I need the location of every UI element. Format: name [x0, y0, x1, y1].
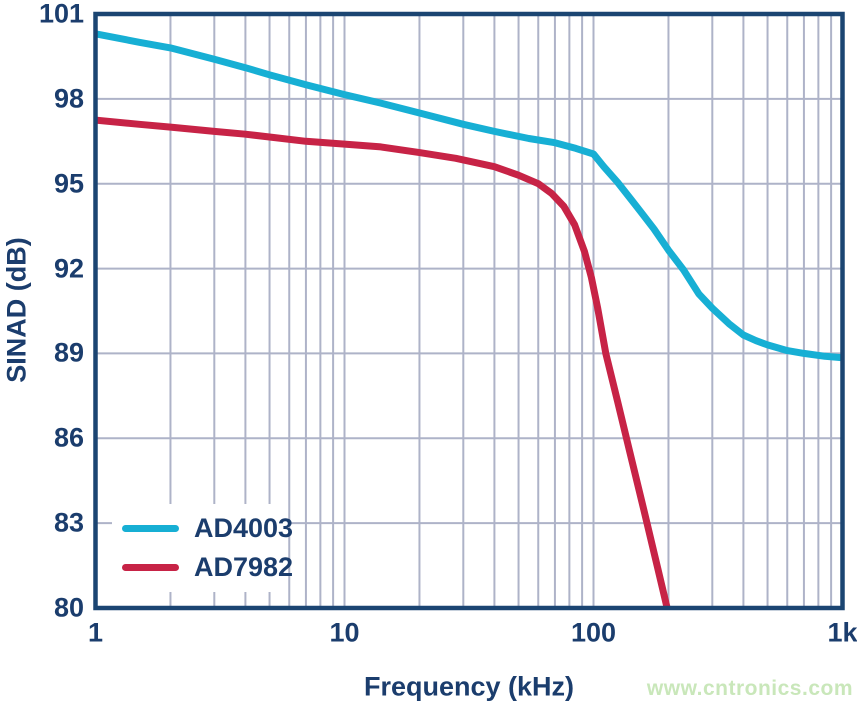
legend-label-ad7982: AD7982	[194, 552, 294, 582]
x-tick-label-1: 1	[87, 617, 104, 648]
y-tick-label-80: 80	[53, 592, 84, 623]
legend-item-ad4003: AD4003	[112, 515, 293, 543]
y-tick-label-83: 83	[53, 507, 84, 538]
plot-frame	[93, 11, 845, 611]
legend-item-ad7982: AD7982	[112, 554, 293, 582]
watermark-text: www.cntronics.com	[646, 677, 853, 700]
y-tick-label-92: 92	[53, 253, 84, 284]
y-tick-label-101: 101	[38, 0, 84, 29]
x-axis-title: Frequency (kHz)	[363, 671, 575, 702]
legend-label-ad4003: AD4003	[194, 513, 294, 543]
x-tick-label-100: 100	[570, 617, 617, 648]
x-tick-label-1k: 1k	[827, 617, 857, 648]
y-tick-label-89: 89	[53, 337, 84, 368]
x-tick-label-10: 10	[329, 617, 360, 648]
ad7982-line-swatch	[122, 564, 179, 571]
y-tick-label-98: 98	[53, 83, 84, 114]
series-line-ad4003	[95, 30, 843, 362]
y-tick-label-95: 95	[53, 168, 84, 199]
y-axis-title: SINAD (dB)	[1, 237, 32, 383]
y-tick-label-86: 86	[53, 422, 84, 453]
series-line-ad7982	[95, 116, 671, 608]
legend: AD4003 AD7982	[112, 504, 293, 592]
ad4003-line-swatch	[122, 525, 179, 532]
